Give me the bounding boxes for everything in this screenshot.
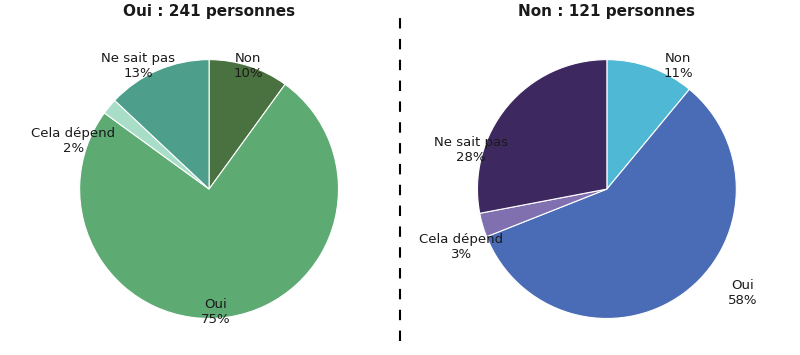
Text: Oui
75%: Oui 75% [201, 298, 230, 326]
Text: Non
11%: Non 11% [663, 52, 693, 80]
Text: Oui
58%: Oui 58% [728, 279, 758, 307]
Text: Non
10%: Non 10% [233, 52, 262, 80]
Text: Ne sait pas
13%: Ne sait pas 13% [101, 52, 175, 80]
Wedge shape [114, 60, 209, 189]
Text: Cela dépend
2%: Cela dépend 2% [31, 126, 115, 154]
Wedge shape [478, 60, 607, 213]
Text: Cela dépend
3%: Cela dépend 3% [419, 233, 503, 261]
Wedge shape [480, 189, 607, 237]
Title: Non : 121 personnes: Non : 121 personnes [518, 4, 695, 19]
Title: Oui : 241 personnes: Oui : 241 personnes [123, 4, 295, 19]
Text: Ne sait pas
28%: Ne sait pas 28% [434, 136, 508, 164]
Wedge shape [80, 84, 338, 318]
Wedge shape [607, 60, 690, 189]
Wedge shape [486, 89, 736, 318]
Wedge shape [104, 100, 209, 189]
Wedge shape [209, 60, 285, 189]
